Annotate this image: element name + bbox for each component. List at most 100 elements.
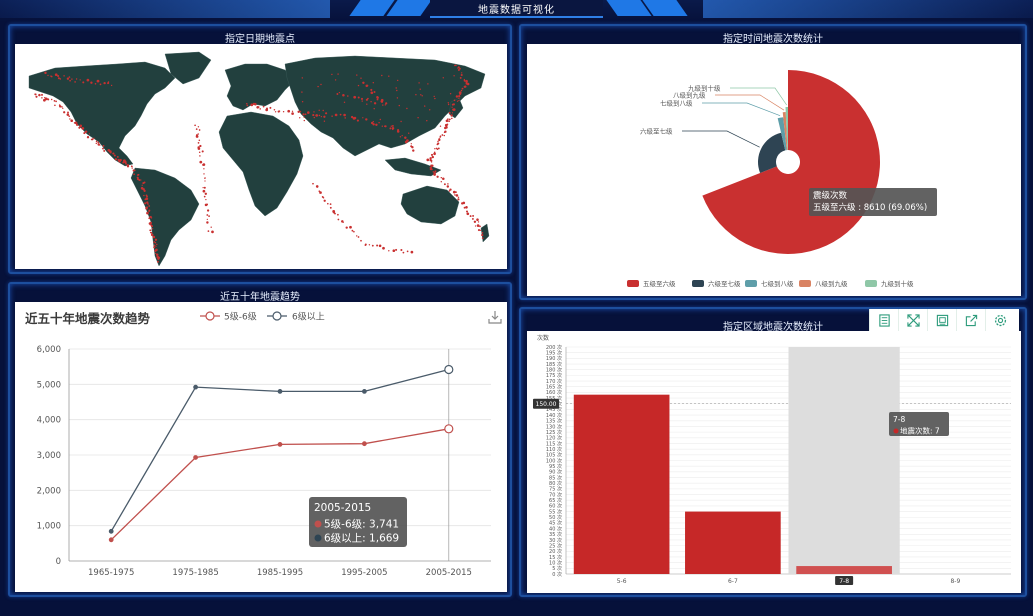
earthquake-point xyxy=(138,178,141,182)
earthquake-point xyxy=(346,95,349,97)
trend-data-point[interactable] xyxy=(362,388,367,394)
earthquake-point xyxy=(364,244,367,246)
pie-slice[interactable] xyxy=(782,112,788,151)
earthquake-point xyxy=(329,203,332,205)
trend-data-point[interactable] xyxy=(444,364,454,375)
region-bar[interactable] xyxy=(573,394,670,574)
earthquake-point xyxy=(479,229,482,231)
region-y-tick-label: 10 次 xyxy=(549,559,562,566)
trend-chart[interactable]: 近五十年地震次数趋势 5级-6级 6级以上 0 1,000 2,000 3,000 4,… xyxy=(15,302,507,592)
earthquake-point xyxy=(431,155,434,159)
pie-chart[interactable]: 六级至七级 七级到八级 八级到九级 九级到十级 震级次数 五级至六级 : 8610 (… xyxy=(527,44,1021,296)
earthquake-point xyxy=(455,194,459,197)
trend-data-point[interactable] xyxy=(108,528,114,534)
earthquake-point xyxy=(68,115,71,118)
earthquake-point xyxy=(345,226,348,229)
earthquake-point xyxy=(447,183,449,185)
earthquake-point xyxy=(357,84,360,87)
earthquake-point xyxy=(150,215,152,218)
earthquake-point xyxy=(400,248,403,252)
settings-button[interactable] xyxy=(985,309,1014,331)
region-y-tick-label: 135 次 xyxy=(546,418,562,425)
trend-x-tick-label: 1965-1975 xyxy=(88,568,134,578)
earthquake-point xyxy=(392,249,396,252)
earthquake-point xyxy=(144,202,147,205)
region-bar[interactable] xyxy=(796,566,892,574)
pie-slice[interactable] xyxy=(777,117,787,151)
earthquake-point xyxy=(404,136,407,139)
earthquake-point xyxy=(376,98,379,101)
pie-slice[interactable] xyxy=(758,132,786,173)
region-y-tick-label: 85 次 xyxy=(549,474,562,481)
region-y-tick-label: 120 次 xyxy=(546,435,562,442)
trend-legend-item[interactable]: 6级以上 xyxy=(267,311,325,323)
earthquake-point xyxy=(339,113,342,116)
region-x-tick-label: 6-7 xyxy=(728,578,738,585)
region-bar[interactable] xyxy=(685,511,781,574)
trend-data-point[interactable] xyxy=(193,455,199,460)
region-y-tick-label: 90 次 xyxy=(549,469,562,476)
earthquake-point xyxy=(454,194,456,196)
earthquake-point xyxy=(331,115,333,117)
earthquake-point xyxy=(146,211,149,215)
earthquake-point xyxy=(151,228,154,230)
region-y-tick-label: 50 次 xyxy=(549,514,562,521)
region-y-tick-label: 5 次 xyxy=(552,565,562,572)
trend-data-point[interactable] xyxy=(108,537,114,543)
restore-button[interactable] xyxy=(927,309,956,331)
earthquake-point xyxy=(448,111,451,114)
earthquake-point xyxy=(96,79,100,83)
earthquake-point xyxy=(102,147,104,150)
earthquake-point xyxy=(458,97,460,99)
earthquake-point xyxy=(103,81,106,85)
pie-legend-item[interactable]: 六级至七级 xyxy=(692,279,741,288)
trend-data-point[interactable] xyxy=(193,384,199,390)
earthquake-point xyxy=(361,100,363,102)
trend-panel-title: 近五十年地震趋势 xyxy=(220,292,300,303)
download-icon[interactable] xyxy=(488,311,502,324)
earthquake-point xyxy=(122,161,125,164)
earthquake-point xyxy=(457,69,460,71)
earthquake-point xyxy=(351,229,354,232)
data-view-button[interactable] xyxy=(869,309,898,331)
earthquake-point xyxy=(455,64,457,67)
map-panel: 指定日期地震点 xyxy=(8,24,512,274)
earthquake-point xyxy=(433,173,436,176)
trend-data-point[interactable] xyxy=(444,424,454,434)
trend-data-point[interactable] xyxy=(362,441,367,447)
earthquake-point xyxy=(390,125,392,127)
earthquake-point xyxy=(457,66,460,69)
trend-tooltip-marker xyxy=(314,520,322,528)
earthquake-point xyxy=(427,83,429,85)
save-image-button[interactable] xyxy=(956,309,985,331)
zoom-button[interactable] xyxy=(898,309,927,331)
earthquake-point xyxy=(350,115,354,119)
pie-legend-item[interactable]: 八级到九级 xyxy=(799,279,848,288)
pie-legend-item[interactable]: 五级至六级 xyxy=(627,279,676,288)
earthquake-point xyxy=(86,136,90,139)
earthquake-point xyxy=(395,87,397,89)
pie-legend-swatch xyxy=(692,280,704,287)
pie-legend-item[interactable]: 七级到八级 xyxy=(745,279,794,288)
pie-legend-swatch xyxy=(745,280,757,287)
earthquake-point xyxy=(287,109,291,113)
trend-data-point[interactable] xyxy=(277,388,283,394)
pie-slice[interactable] xyxy=(702,70,880,254)
earthquake-point xyxy=(143,194,145,197)
earthquake-point xyxy=(153,244,156,247)
trend-data-point[interactable] xyxy=(277,441,283,447)
earthquake-point xyxy=(313,111,315,113)
trend-y-tick-label: 3,000 xyxy=(37,451,61,461)
earthquake-point xyxy=(420,94,422,96)
pie-legend-item[interactable]: 九级到十级 xyxy=(865,279,914,288)
trend-legend-item[interactable]: 5级-6级 xyxy=(200,311,257,323)
pie-slice[interactable] xyxy=(785,107,788,151)
earthquake-point xyxy=(319,191,322,194)
earthquake-point xyxy=(406,107,408,110)
region-tooltip-line: 地震次数: 7 xyxy=(900,426,940,436)
world-map[interactable] xyxy=(15,44,507,269)
earthquake-point xyxy=(399,136,402,138)
pie-legend-label: 九级到十级 xyxy=(881,279,914,288)
